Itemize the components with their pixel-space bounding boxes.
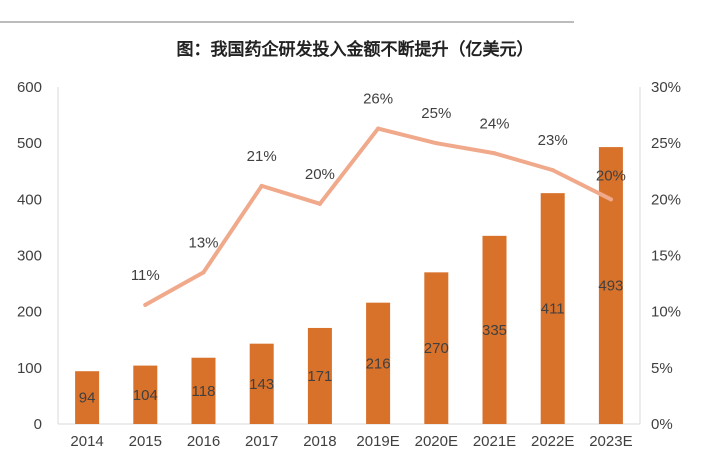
y-left-tick-label: 300 — [17, 248, 42, 265]
bars — [75, 147, 623, 424]
line-data-label: 26% — [363, 91, 393, 108]
bar — [133, 365, 158, 424]
y-left-tick-label: 200 — [17, 304, 42, 321]
line-point — [259, 183, 264, 188]
line-data-label: 13% — [188, 234, 218, 251]
x-tick-label: 2023E — [589, 433, 632, 450]
line-labels: 11% 13% 21% 20% 26% 25% 24% 23% 20% — [131, 91, 626, 284]
y-right-tick-label: 25% — [651, 135, 681, 152]
bar — [307, 327, 332, 424]
y-right-tick-label: 15% — [651, 248, 681, 265]
x-tick-label: 2022E — [531, 433, 574, 450]
bar-data-label: 216 — [366, 355, 391, 372]
line-point — [608, 197, 613, 202]
line-point — [143, 302, 148, 307]
line-data-label: 23% — [538, 132, 568, 149]
bar-data-label: 335 — [482, 322, 507, 339]
bar — [424, 272, 449, 424]
y-left-tick-label: 500 — [17, 135, 42, 152]
y-right-tick-label: 20% — [651, 191, 681, 208]
x-tick-label: 2015 — [129, 433, 162, 450]
line-point — [550, 168, 555, 173]
line-point — [434, 141, 439, 146]
x-tick-label: 2021E — [473, 433, 516, 450]
x-tick-label: 2016 — [187, 433, 220, 450]
axes: 0 100 200 300 400 500 600 0% 5% 10% 15% 20% 25% 30% 20… — [17, 79, 681, 450]
bar — [482, 235, 507, 424]
y-left-tick-label: 100 — [17, 360, 42, 377]
y-right-tick-label: 30% — [651, 79, 681, 96]
y-right-tick-label: 5% — [651, 360, 673, 377]
line-series — [143, 126, 613, 307]
bar — [249, 343, 274, 424]
bar — [366, 302, 391, 424]
line-point — [317, 201, 322, 206]
chart-title: 图：我国药企研发投入金额不断提升（亿美元） — [177, 39, 534, 60]
bar-data-label: 411 — [541, 301, 565, 318]
bar-data-label: 94 — [79, 390, 96, 407]
line-data-label: 21% — [247, 148, 277, 165]
x-tick-label: 2017 — [245, 433, 278, 450]
y-left-tick-label: 400 — [17, 191, 42, 208]
x-tick-label: 2018 — [303, 433, 336, 450]
bar-data-label: 118 — [192, 383, 216, 400]
x-tick-label: 2019E — [356, 433, 399, 450]
y-right-tick-label: 0% — [651, 416, 673, 433]
x-tick-label: 2020E — [415, 433, 458, 450]
bar — [75, 371, 100, 424]
line-data-label: 20% — [596, 167, 626, 184]
line-data-label: 11% — [131, 267, 160, 284]
line-data-label: 24% — [479, 115, 509, 132]
bar-data-label: 493 — [598, 278, 623, 295]
line-point — [376, 126, 381, 131]
y-right-tick-label: 10% — [651, 304, 681, 321]
bar-data-label: 171 — [307, 368, 332, 385]
bar-labels: 94 104 118 143 171 216 270 335 411 493 — [79, 278, 624, 407]
line-data-label: 25% — [421, 105, 451, 122]
line-point — [492, 151, 497, 156]
bar-data-label: 143 — [249, 376, 274, 393]
x-tick-label: 2014 — [70, 433, 103, 450]
y-left-tick-label: 600 — [17, 79, 42, 96]
line-point — [201, 270, 206, 275]
bar — [540, 193, 565, 424]
bar-data-label: 270 — [424, 340, 449, 357]
line-data-label: 20% — [305, 166, 335, 183]
bar-data-label: 104 — [133, 387, 158, 404]
y-left-tick-label: 0 — [34, 416, 42, 433]
bar — [191, 357, 216, 424]
